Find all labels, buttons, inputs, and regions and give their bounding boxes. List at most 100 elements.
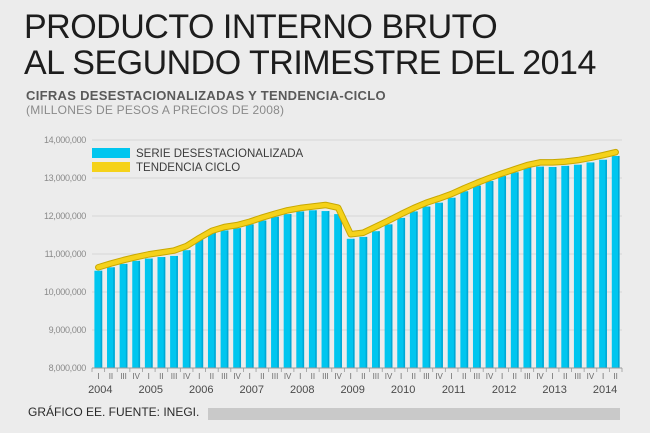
x-quarter-label: II [260,372,264,381]
source-note: GRÁFICO EE. FUENTE: INEGI. [28,405,200,419]
chart-subtitle: CIFRAS DESESTACIONALIZADAS Y TENDENCIA-C… [26,88,386,103]
bar [409,211,418,368]
bar [472,185,481,368]
bar [245,224,254,368]
bar [308,210,317,368]
bar [561,165,570,368]
bar-shadow [151,258,153,368]
x-quarter-label: IV [587,372,595,381]
footer-bar [208,408,620,420]
x-quarter-label: III [524,372,531,381]
x-quarter-label: III [574,372,581,381]
bar-shadow [580,164,582,368]
x-year-label: 2009 [340,384,364,396]
bar-shadow [416,211,418,368]
x-quarter-label: I [97,372,99,381]
x-year-label: 2006 [189,384,213,396]
bar [132,260,141,368]
bar [334,214,342,368]
x-quarter-label: I [350,372,352,381]
bar [435,202,443,368]
bar-shadow [277,216,279,368]
x-quarter-label: III [221,372,228,381]
x-quarter-label: IV [435,372,443,381]
bar [119,263,128,368]
bar-shadow [403,217,406,368]
bar [283,214,292,368]
bar [258,220,267,368]
bar [233,228,242,368]
x-quarter-label: IV [132,372,140,381]
bar [599,159,607,368]
bar-shadow [327,211,330,368]
bar-shadow [226,230,229,368]
bar-shadow [239,228,242,368]
x-year-label: 2010 [391,384,415,396]
x-year-label: 2013 [542,384,566,396]
y-tick-label: 12,000,000 [44,211,86,221]
x-quarter-label: II [563,372,567,381]
bar-shadow [302,211,305,368]
x-quarter-label: III [423,372,430,381]
bar-shadow [504,176,507,368]
bar [321,211,330,368]
x-quarter-label: I [501,372,503,381]
x-year-label: 2004 [88,384,112,396]
bar [271,216,279,368]
bar [170,255,178,368]
bar-shadow [264,220,267,368]
bar [144,258,153,368]
x-quarter-label: II [159,372,163,381]
x-quarter-label: IV [183,372,191,381]
x-quarter-label: IV [385,372,393,381]
x-quarter-label: IV [284,372,292,381]
bar [372,231,380,368]
x-year-label: 2011 [442,384,466,396]
trend-line [96,149,618,270]
x-quarter-label: I [148,372,150,381]
x-quarter-label: III [373,372,380,381]
bar-shadow [176,255,178,368]
bar-shadow [491,181,494,368]
legend-swatch [92,148,130,158]
x-quarter-label: IV [233,372,241,381]
bar-shadow [252,224,254,368]
bar-shadow [365,236,368,368]
bar [447,197,456,368]
bar [510,172,519,368]
bar-shadow [479,185,481,368]
bar-shadow [605,159,607,368]
bar [536,166,544,368]
x-quarter-label: I [198,372,200,381]
x-quarter-label: II [109,372,113,381]
bar-shadow [214,232,216,368]
y-tick-label: 10,000,000 [44,287,86,297]
bar [195,239,204,368]
bar [346,238,355,368]
bar [107,267,115,368]
bar [573,164,582,368]
bar [94,270,103,368]
y-tick-label: 14,000,000 [44,135,86,145]
y-tick-label: 13,000,000 [44,173,86,183]
bar [422,206,431,368]
bar [523,167,532,368]
bar-shadow [554,166,557,368]
bar [611,155,620,368]
y-tick-label: 9,000,000 [49,325,87,335]
x-year-label: 2014 [593,384,617,396]
bar [157,257,166,368]
bar-shadow [378,231,380,368]
x-quarter-label: III [120,372,127,381]
x-year-label: 2005 [139,384,163,396]
bar-shadow [567,165,570,368]
x-quarter-label: II [361,372,365,381]
x-quarter-label: III [272,372,279,381]
x-quarter-label: I [451,372,453,381]
x-quarter-label: IV [486,372,494,381]
bar-shadow [138,260,141,368]
bar [207,232,216,368]
x-quarter-label: IV [334,372,342,381]
bar-shadow [466,191,469,368]
